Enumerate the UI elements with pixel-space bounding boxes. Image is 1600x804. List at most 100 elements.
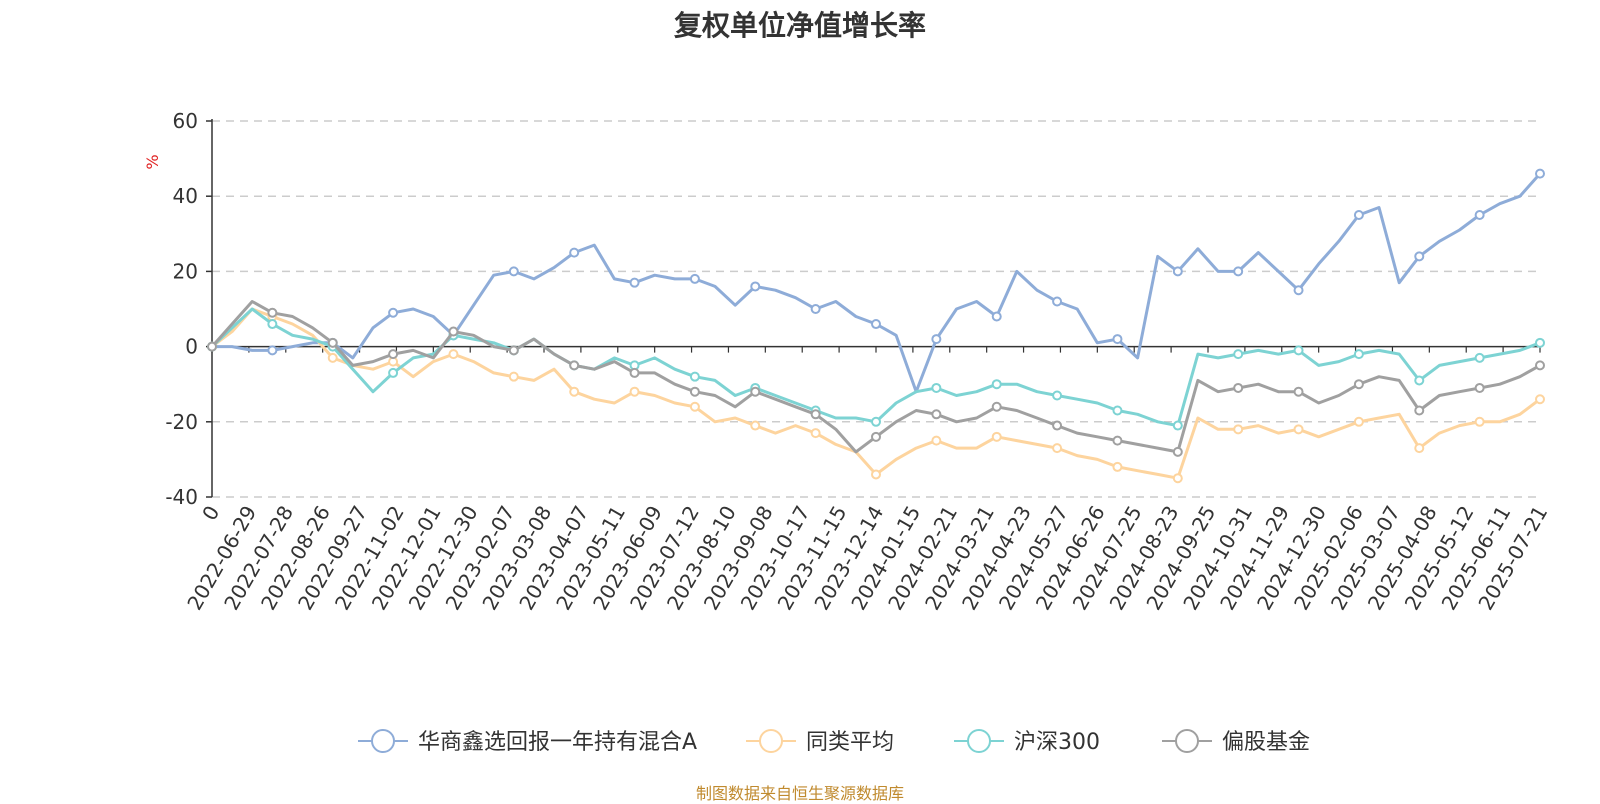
data-point [1535,168,1545,179]
data-point [871,431,881,442]
data-point [689,401,700,412]
y-tick-label: 60 [173,109,198,133]
data-point [991,311,1002,322]
source-note: 制图数据来自恒生聚源数据库 [695,784,904,803]
data-point [1233,424,1244,435]
legend-item-0[interactable]: 华商鑫选回报一年持有混合A [358,729,697,755]
data-point [388,367,399,378]
data-point [1172,266,1183,277]
series-layer [207,168,1545,484]
legend-marker-icon [371,729,395,753]
data-point [991,401,1002,412]
data-point [991,431,1002,442]
legend-label: 沪深300 [1014,730,1100,755]
data-point [1233,349,1244,360]
data-point [1112,435,1123,446]
data-point [1112,405,1123,416]
data-point [1172,473,1183,484]
data-point [267,345,278,356]
legend-item-3[interactable]: 偏股基金 [1162,729,1310,755]
data-point [1535,337,1545,348]
chart-title: 复权单位净值增长率 [673,9,926,42]
data-point [1172,446,1183,457]
data-point [1414,375,1425,386]
data-point [1535,394,1545,405]
legend-marker-icon [1175,729,1199,753]
legend-label: 华商鑫选回报一年持有混合A [418,730,697,755]
data-point [327,337,338,348]
legend-marker-icon [967,729,991,753]
data-point [448,326,459,337]
data-point [689,386,700,397]
data-point [1052,390,1063,401]
data-point [629,367,640,378]
data-point [1112,334,1123,345]
legend-item-1[interactable]: 同类平均 [746,729,894,755]
data-point [1172,420,1183,431]
data-point [810,304,821,314]
data-point [689,273,700,284]
data-point [689,371,700,382]
data-point [750,386,761,397]
data-point [569,360,580,371]
data-point [1353,416,1364,427]
data-point [1052,420,1063,431]
data-point [448,349,459,360]
data-point [629,277,640,288]
data-point [1052,296,1063,307]
data-point [508,371,519,382]
data-point [207,341,217,352]
data-point [1293,386,1304,397]
data-point [1233,266,1244,277]
data-point [1293,345,1304,356]
data-point [931,334,942,345]
y-axis-label: % [143,154,162,169]
data-point [750,420,761,431]
data-point [1293,285,1304,296]
data-point [388,307,399,318]
data-point [1414,251,1425,262]
data-point [508,345,519,356]
data-point [871,469,881,480]
data-point [569,386,580,397]
data-point [1353,379,1364,390]
data-point [388,349,399,360]
legend-item-2[interactable]: 沪深300 [954,729,1100,755]
data-point [569,247,580,258]
data-point [931,382,942,393]
data-point [871,416,881,427]
data-point [1535,360,1545,371]
data-point [871,319,881,330]
x-tick-label: 0 [197,502,224,525]
data-point [1353,349,1364,360]
data-point [1293,424,1304,435]
data-point [1474,210,1485,220]
data-point [267,307,278,318]
data-point [750,281,761,292]
y-tick-label: -40 [165,485,198,509]
data-point [810,428,821,439]
data-point [1414,405,1425,416]
data-point [1112,461,1123,472]
data-point [629,386,640,397]
data-point [327,352,338,363]
data-point [931,409,942,420]
data-point [991,379,1002,390]
y-tick-label: -20 [165,410,198,434]
legend-label: 同类平均 [806,730,894,755]
data-point [1233,382,1244,393]
legend-marker-icon [759,729,783,753]
data-point [1414,443,1425,454]
legend: 华商鑫选回报一年持有混合A 同类平均 沪深300 偏股基金 [358,729,1310,755]
y-tick-label: 0 [185,335,198,359]
legend-label: 偏股基金 [1222,730,1310,755]
data-point [508,266,519,277]
data-point [810,409,821,420]
data-point [267,319,278,330]
data-point [1474,382,1485,393]
data-point [931,435,942,446]
data-point [1052,443,1063,454]
y-tick-label: 40 [173,184,198,208]
data-point [1353,210,1364,220]
